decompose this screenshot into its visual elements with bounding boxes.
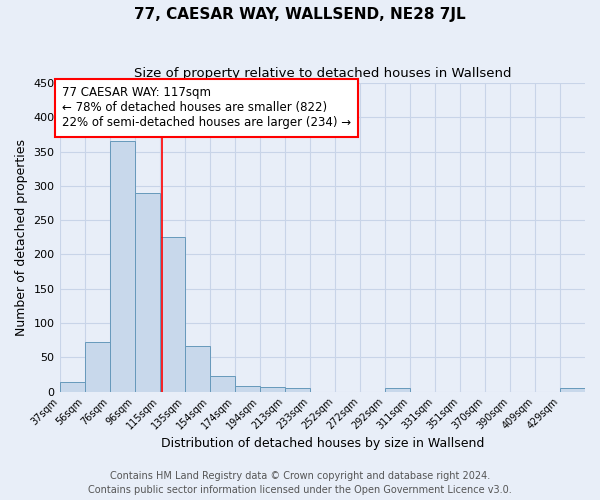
Bar: [285, 388, 310, 392]
Bar: [209, 376, 235, 392]
Bar: [59, 382, 85, 392]
Bar: [160, 238, 185, 392]
Y-axis label: Number of detached properties: Number of detached properties: [15, 139, 28, 336]
Bar: [134, 193, 160, 392]
Bar: [110, 142, 134, 392]
Bar: [560, 388, 585, 392]
Bar: [385, 388, 410, 392]
Text: 77, CAESAR WAY, WALLSEND, NE28 7JL: 77, CAESAR WAY, WALLSEND, NE28 7JL: [134, 8, 466, 22]
Bar: [235, 386, 260, 392]
Bar: [260, 387, 285, 392]
Bar: [185, 346, 209, 392]
X-axis label: Distribution of detached houses by size in Wallsend: Distribution of detached houses by size …: [161, 437, 484, 450]
Text: Contains HM Land Registry data © Crown copyright and database right 2024.
Contai: Contains HM Land Registry data © Crown c…: [88, 471, 512, 495]
Text: 77 CAESAR WAY: 117sqm
← 78% of detached houses are smaller (822)
22% of semi-det: 77 CAESAR WAY: 117sqm ← 78% of detached …: [62, 86, 352, 130]
Title: Size of property relative to detached houses in Wallsend: Size of property relative to detached ho…: [134, 68, 511, 80]
Bar: [85, 342, 110, 392]
